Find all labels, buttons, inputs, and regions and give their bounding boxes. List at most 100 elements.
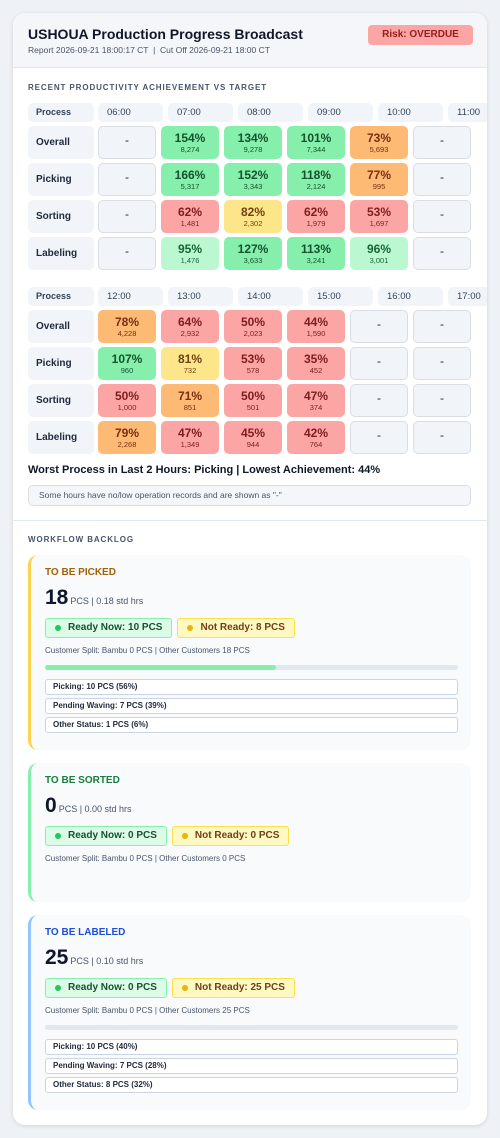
achievement-pct: 45% — [240, 426, 266, 440]
achievement-qty: 3,241 — [306, 256, 326, 265]
achievement-cell: 47% 1,349 — [161, 421, 219, 454]
achievement-qty: 1,481 — [180, 219, 200, 228]
header-row: Process 12:00 13:00 14:00 15:00 16:00 17:00 — [28, 287, 487, 306]
achievement-pct: 53% — [366, 205, 392, 219]
card-title: TO BE LABELED — [45, 927, 126, 938]
achievement-cell: 152% 3,343 — [224, 163, 282, 196]
backlog-card: TO BE LABELED 25 PCS | 0.10 std hrs Ready N… — [28, 915, 471, 1110]
no-data: - — [440, 428, 444, 442]
hour-table: Process 06:00 07:00 08:00 09:00 10:00 11:00 Ove… — [28, 103, 487, 270]
achievement-cell: 82% 2,302 — [224, 200, 282, 233]
summary: Worst Process in Last 2 Hours: Picking |… — [28, 464, 381, 476]
breakdown-list: Picking: 10 PCS (40%) Pending Waving: 7 P… — [45, 1039, 458, 1093]
column-header: 15:00 — [308, 287, 373, 306]
breakdown-item: Pending Waving: 7 PCS (28%) — [45, 1058, 458, 1074]
card-title: TO BE SORTED — [45, 775, 120, 786]
column-header: Process — [28, 103, 94, 122]
column-header: 09:00 — [308, 103, 373, 122]
achievement-pct: 113% — [300, 242, 332, 256]
backlog-card: TO BE PICKED 18 PCS | 0.18 std hrs Ready No… — [28, 555, 471, 750]
achievement-pct: 101% — [300, 131, 332, 145]
achievement-qty: 1,697 — [369, 219, 389, 228]
achievement-cell: - — [413, 384, 471, 417]
achievement-qty: 2,302 — [243, 219, 263, 228]
achievement-cell: 50% 1,000 — [98, 384, 156, 417]
achievement-pct: 47% — [177, 426, 203, 440]
no-data: - — [440, 170, 444, 184]
achievement-pct: 53% — [240, 352, 266, 366]
achievement-pct: 50% — [114, 389, 140, 403]
achievement-pct: 152% — [237, 168, 269, 182]
achievement-pct: 166% — [174, 168, 206, 182]
not-ready-chip: Not Ready: 8 PCS — [177, 618, 295, 638]
count: 18 — [45, 586, 69, 609]
count-unit: PCS | 0.00 std hrs — [58, 804, 132, 814]
achievement-pct: 35% — [303, 352, 329, 366]
achievement-cell: - — [98, 163, 156, 196]
ready-chip: Ready Now: 10 PCS — [45, 618, 173, 638]
achievement-cell: 50% 501 — [224, 384, 282, 417]
note: Some hours have no/low operation records… — [28, 485, 471, 506]
count-row: 18 PCS | 0.18 std hrs — [45, 586, 458, 610]
achievement-pct: 62% — [303, 205, 329, 219]
risk-badge: Risk: OVERDUE — [368, 25, 473, 45]
achievement-cell: - — [98, 200, 156, 233]
achievement-pct: 95% — [177, 242, 203, 256]
column-header: 11:00 — [448, 103, 487, 122]
header: USHOUA Production Progress Broadcast Rep… — [13, 13, 487, 68]
achievement-cell: 81% 732 — [161, 347, 219, 380]
no-data: - — [440, 391, 444, 405]
achievement-pct: 134% — [237, 131, 269, 145]
achievement-cell: - — [350, 310, 408, 343]
process-label: Overall — [28, 310, 94, 343]
column-header: 07:00 — [168, 103, 233, 122]
achievement-pct: 82% — [240, 205, 266, 219]
no-data: - — [377, 317, 381, 331]
process-label: Sorting — [28, 384, 94, 417]
achievement-pct: 96% — [366, 242, 392, 256]
column-header: 08:00 — [238, 103, 303, 122]
achievement-qty: 995 — [372, 182, 386, 191]
no-data: - — [440, 244, 444, 258]
achievement-cell: - — [413, 237, 471, 270]
not-ready-chip: Not Ready: 25 PCS — [171, 978, 295, 998]
achievement-qty: 9,278 — [243, 145, 263, 154]
breakdown-item: Picking: 10 PCS (56%) — [45, 679, 458, 695]
achievement-cell: 53% 1,697 — [350, 200, 408, 233]
no-data: - — [125, 244, 129, 258]
achievement-qty: 2,124 — [306, 182, 326, 191]
achievement-qty: 1,476 — [180, 256, 200, 265]
achievement-qty: 2,268 — [117, 440, 137, 449]
breakdown-item: Other Status: 1 PCS (6%) — [45, 717, 458, 733]
achievement-cell: - — [413, 347, 471, 380]
achievement-qty: 3,343 — [243, 182, 263, 191]
achievement-qty: 452 — [309, 366, 323, 375]
progress-track — [45, 665, 458, 670]
achievement-cell: - — [98, 237, 156, 270]
process-label: Sorting — [28, 200, 94, 233]
achievement-pct: 64% — [177, 315, 203, 329]
achievement-cell: 166% 5,317 — [161, 163, 219, 196]
achievement-pct: 73% — [366, 131, 392, 145]
achievement-qty: 732 — [183, 366, 197, 375]
achievement-pct: 107% — [111, 352, 143, 366]
achievement-pct: 127% — [237, 242, 269, 256]
achievement-qty: 1,349 — [180, 440, 200, 449]
achievement-qty: 578 — [246, 366, 260, 375]
achievement-cell: 64% 2,932 — [161, 310, 219, 343]
no-data: - — [440, 207, 444, 221]
breakdown-list: Picking: 10 PCS (56%) Pending Waving: 7 P… — [45, 679, 458, 733]
column-header: 06:00 — [98, 103, 163, 122]
achievement-cell: 62% 1,481 — [161, 200, 219, 233]
breakdown-item: Picking: 10 PCS (40%) — [45, 1039, 458, 1055]
achievement-qty: 3,001 — [369, 256, 389, 265]
count: 0 — [45, 794, 57, 817]
achievement-pct: 79% — [114, 426, 140, 440]
achievement-cell: 73% 5,693 — [350, 126, 408, 159]
achievement-qty: 851 — [183, 403, 197, 412]
count-row: 25 PCS | 0.10 std hrs — [45, 946, 458, 970]
achievement-pct: 50% — [240, 389, 266, 403]
status-chips: Ready Now: 10 PCS Not Ready: 8 PCS — [45, 617, 458, 638]
count-row: 0 PCS | 0.00 std hrs — [45, 794, 458, 818]
